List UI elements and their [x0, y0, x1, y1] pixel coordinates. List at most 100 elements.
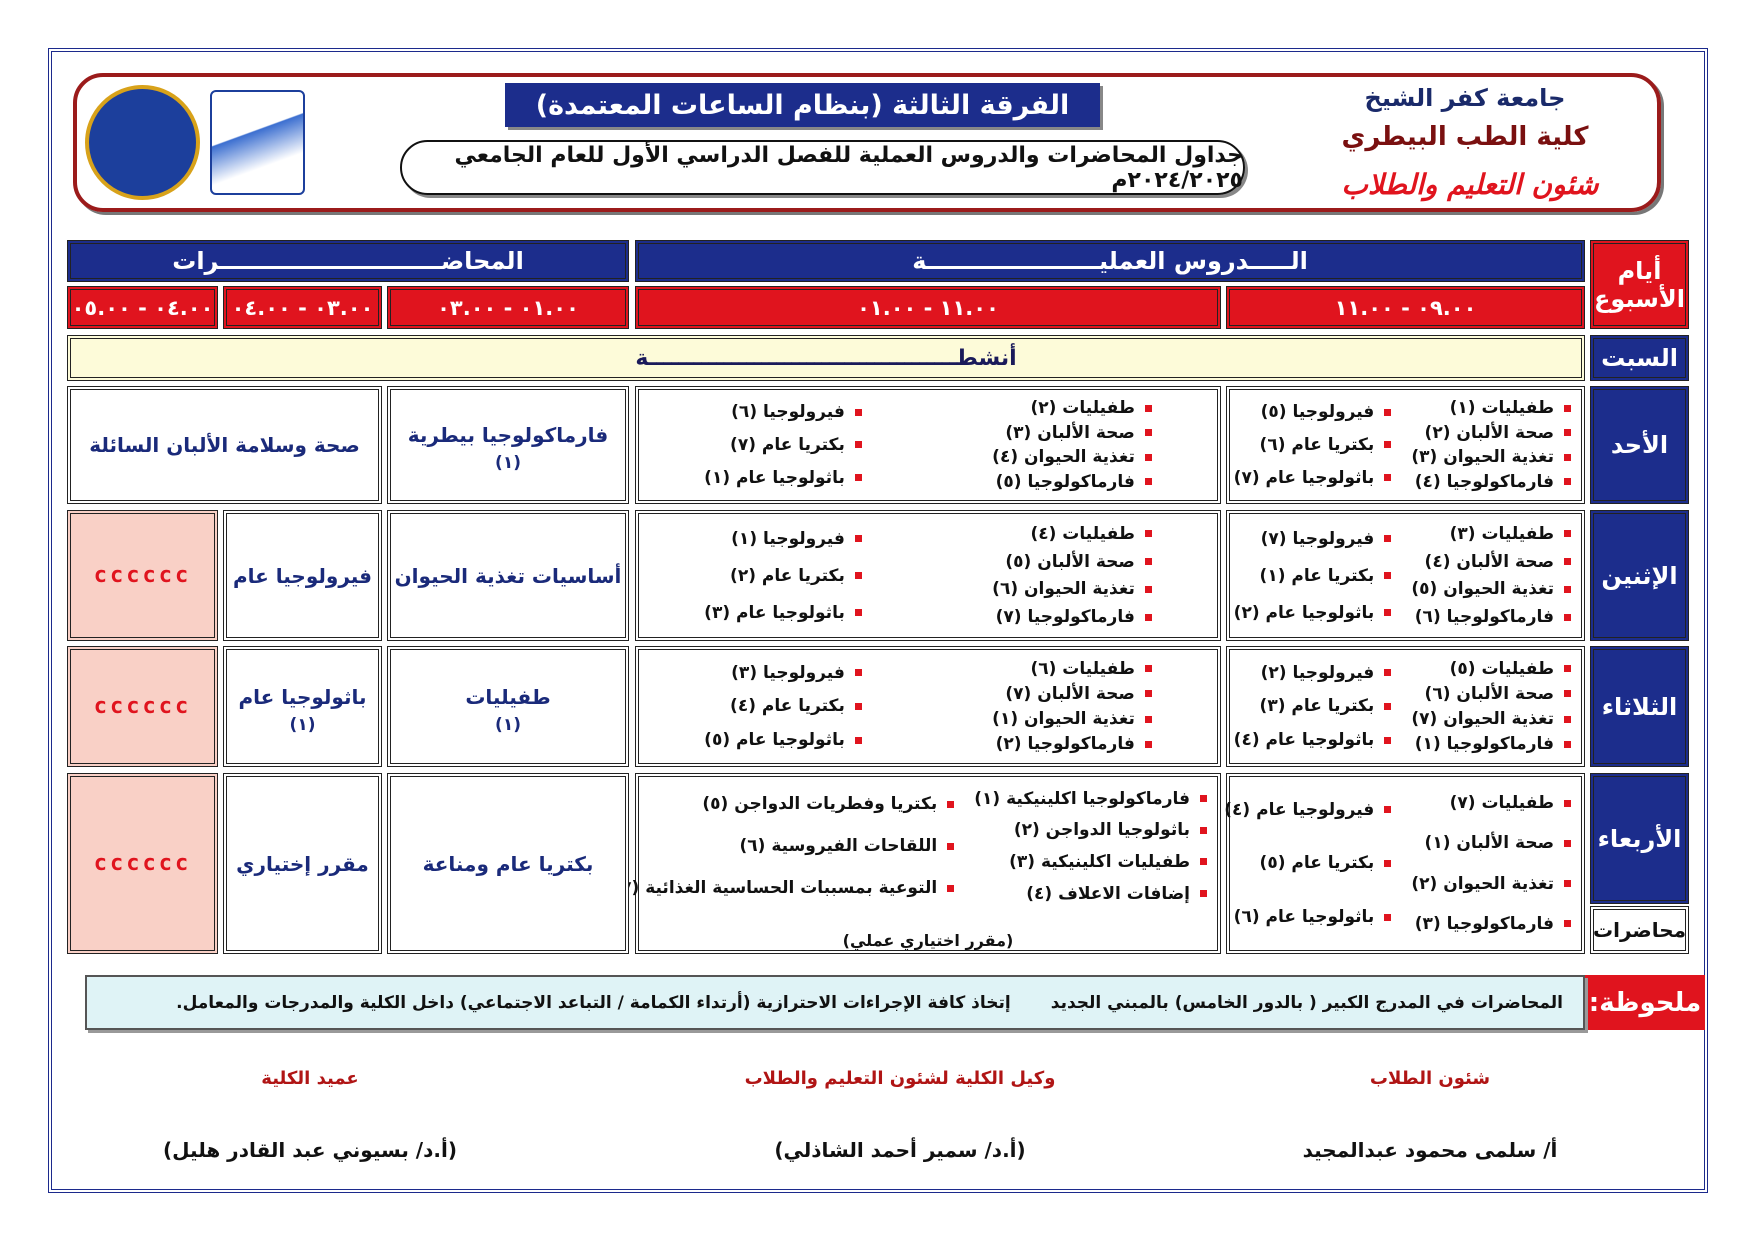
list-item: صحة الألبان (٢): [1411, 423, 1571, 443]
list-item: بكتريا عام (٥): [1224, 853, 1392, 873]
item-text: طفيليات اكلينيكية (٣): [1009, 851, 1190, 872]
list-item: طفيليات (٤): [992, 524, 1152, 544]
list-item: باثولوجيا عام (٢): [1234, 603, 1392, 623]
list-item: باثولوجيا عام (٧): [1234, 468, 1392, 488]
list-item: صحة الألبان (١): [1411, 833, 1571, 853]
group-list: طفيليات (١) صحة الألبان (٢) تغذية الحيوان …: [1401, 390, 1581, 500]
list-item: باثولوجيا عام (٤): [1234, 730, 1392, 750]
bullet: [1564, 478, 1571, 486]
list-item: فيرولوجيا (٢): [1234, 663, 1392, 683]
time-slot: ١١.٠٠ - ٠١.٠٠: [635, 286, 1221, 329]
group-list: طفيليات (٦) صحة الألبان (٧) تغذية الحيوان …: [982, 650, 1162, 763]
list-item: بكتريا وفطريات الدواجن (٥): [613, 794, 955, 815]
lecture-cell: فيرولوجيا عام: [223, 510, 382, 641]
item-text: بكتريا عام (٦): [1259, 434, 1375, 455]
list-item: إضافات الاعلاف (٤): [974, 884, 1207, 904]
bullet: [1384, 408, 1392, 416]
note-label: ملحوظة:: [1585, 975, 1705, 1030]
practical-groups: فارماكولوجيا اكلينيكية (١) باثولوجيا الدو…: [613, 777, 1217, 915]
group-list: طفيليات (٢) صحة الألبان (٣) تغذية الحيوان …: [982, 390, 1162, 500]
item-text: فيرولوجيا (٣): [731, 662, 845, 683]
list-item: تغذية الحيوان (٣): [1411, 447, 1571, 467]
bullet: [1564, 613, 1571, 621]
list-item: فيرولوجيا (١): [704, 529, 862, 549]
day-name: الثلاثاء: [1590, 646, 1689, 767]
lecture-cell: باثولوجيا عام (١): [223, 646, 382, 767]
list-item: باثولوجيا الدواجن (٢): [974, 820, 1207, 840]
list-item: بكتريا عام (٣): [1234, 696, 1392, 716]
list-item: طفيليات (٦): [992, 659, 1152, 679]
item-text: صحة الألبان (٤): [1424, 551, 1554, 572]
bullet: [1564, 453, 1571, 461]
item-text: بكتريا وفطريات الدواجن (٥): [702, 794, 938, 815]
list-item: فارماكولوجيا (٦): [1411, 607, 1571, 627]
bullet: [854, 474, 862, 482]
list-item: تغذية الحيوان (١): [992, 709, 1152, 729]
bullet: [1144, 715, 1152, 723]
lecture-cell: مقرر إختياري: [223, 773, 382, 954]
list-item: التوعية بمسببات الحساسية الغذائية (٧): [613, 878, 955, 898]
bullet: [1144, 585, 1152, 593]
bullet: [1564, 920, 1571, 928]
item-text: صحة الألبان (٣): [1005, 422, 1135, 443]
list-item: فيرولوجيا عام (٤): [1224, 800, 1392, 820]
group-list: فيرولوجيا (٦) بكتريا عام (٧) باثولوجيا عام…: [694, 390, 872, 500]
practical-groups: طفيليات (٣) صحة الألبان (٤) تغذية الحيوان …: [1230, 514, 1581, 637]
bullet: [947, 800, 955, 808]
item-text: باثولوجيا الدواجن (٢): [1013, 820, 1190, 841]
item-text: صحة الألبان (٧): [1005, 683, 1135, 704]
faculty: كلية الطب البيطري: [1341, 122, 1589, 152]
lecture-cell: صحة وسلامة الألبان السائلة: [67, 386, 382, 504]
item-text: فارماكولوجيا (٧): [995, 607, 1135, 628]
list-item: بكتريا عام (٢): [704, 566, 862, 586]
bullet: [854, 572, 862, 579]
bullet: [1200, 826, 1207, 834]
item-text: تغذية الحيوان (٧): [1411, 709, 1554, 730]
bullet: [1564, 690, 1571, 698]
bullet: [1384, 535, 1392, 542]
bullet: [1144, 665, 1152, 673]
list-item: صحة الألبان (٣): [992, 423, 1152, 443]
item-text: صحة الألبان (٥): [1005, 551, 1135, 572]
lecture-cell: بكتريا عام ومناعة: [387, 773, 629, 954]
lecture-note: (١): [495, 714, 521, 735]
bullet: [1564, 558, 1571, 566]
item-text: فارماكولوجيا (٢): [995, 734, 1135, 755]
bullet: [1200, 890, 1207, 898]
practical-cell: طفيليات (٤) صحة الألبان (٥) تغذية الحيوان …: [635, 510, 1221, 641]
bullet: [854, 736, 862, 744]
item-text: طفيليات (٥): [1449, 658, 1554, 679]
item-text: باثولوجيا عام (٣): [704, 602, 845, 623]
list-item: بكتريا عام (١): [1234, 566, 1392, 586]
list-item: اللقاحات الفيروسية (٦): [613, 836, 955, 856]
signature-title: شئون الطلاب: [1369, 1068, 1491, 1089]
item-text: تغذية الحيوان (٥): [1411, 579, 1554, 600]
item-text: فارماكولوجيا (٦): [1414, 607, 1554, 628]
outer-frame: [48, 48, 1708, 1193]
list-item: فيرولوجيا (٦): [704, 402, 862, 422]
list-item: صحة الألبان (٦): [1411, 684, 1571, 704]
group-list: فيرولوجيا (٢) بكتريا عام (٣) باثولوجيا عام…: [1224, 650, 1402, 763]
list-item: فيرولوجيا (٧): [1234, 529, 1392, 549]
item-text: باثولوجيا عام (٧): [1233, 467, 1375, 488]
lecture-title: بكتريا عام ومناعة: [422, 851, 594, 876]
decor-pattern: cccccc: [93, 693, 192, 719]
bullet: [1384, 441, 1392, 449]
bullet: [1384, 609, 1392, 616]
day-name: السبت: [1590, 335, 1689, 381]
logo-accreditation: [85, 85, 200, 200]
group-list: فيرولوجيا عام (٤) بكتريا عام (٥) باثولوجيا…: [1214, 777, 1401, 950]
item-text: فيرولوجيا (١): [731, 528, 845, 549]
practical-cell: طفيليات (٦) صحة الألبان (٧) تغذية الحيوان …: [635, 646, 1221, 767]
lecture-note: (١): [495, 453, 521, 473]
group-list: فيرولوجيا (٥) بكتريا عام (٦) باثولوجيا عام…: [1224, 390, 1402, 500]
day-name: الإثنين: [1590, 510, 1689, 641]
day-name: الأربعاء: [1590, 773, 1689, 904]
bullet: [854, 535, 862, 542]
practical-cell: طفيليات (١) صحة الألبان (٢) تغذية الحيوان …: [1226, 386, 1585, 504]
item-text: طفيليات (٤): [1030, 523, 1135, 544]
list-item: باثولوجيا عام (٦): [1224, 907, 1392, 927]
practical-header: الـــــدروس العمليـــــــــــــــــــــة: [635, 240, 1585, 282]
item-text: باثولوجيا عام (١): [704, 467, 845, 488]
bullet: [1144, 429, 1152, 437]
